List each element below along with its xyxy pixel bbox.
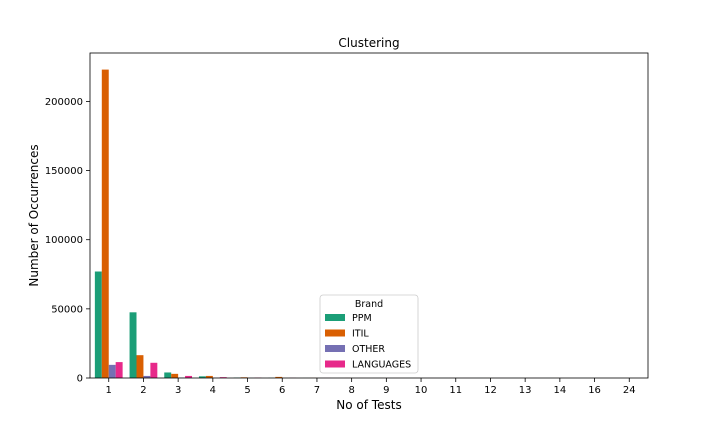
x-tick-label: 14 bbox=[553, 385, 566, 396]
legend-label-ppm: PPM bbox=[352, 313, 372, 324]
legend-label-other: OTHER bbox=[352, 344, 385, 355]
bar-languages-1 bbox=[116, 362, 123, 378]
bar-itil-3 bbox=[171, 374, 178, 378]
x-tick-label: 9 bbox=[383, 385, 389, 396]
x-tick-label: 11 bbox=[449, 385, 462, 396]
x-tick-label: 12 bbox=[484, 385, 497, 396]
x-axis-label: No of Tests bbox=[336, 398, 401, 412]
x-tick-label: 16 bbox=[588, 385, 601, 396]
bar-other-1 bbox=[109, 365, 116, 378]
x-tick-label: 1 bbox=[106, 385, 112, 396]
x-tick-label: 10 bbox=[415, 385, 428, 396]
x-tick-label: 2 bbox=[140, 385, 146, 396]
bar-itil-2 bbox=[137, 355, 144, 378]
y-tick-label: 200000 bbox=[45, 97, 83, 108]
bar-languages-2 bbox=[150, 363, 157, 378]
y-axis: 0 50000 100000 150000 200000 bbox=[45, 97, 90, 385]
legend-label-languages: LANGUAGES bbox=[352, 360, 411, 371]
legend-swatch-itil bbox=[325, 330, 345, 337]
x-tick-label: 5 bbox=[244, 385, 250, 396]
legend: Brand PPM ITIL OTHER LANGUAGES bbox=[320, 295, 418, 373]
bar-ppm-2 bbox=[130, 312, 137, 378]
legend-label-itil: ITIL bbox=[352, 329, 369, 340]
x-tick-label: 3 bbox=[175, 385, 181, 396]
x-tick-label: 6 bbox=[279, 385, 285, 396]
x-tick-label: 7 bbox=[314, 385, 320, 396]
y-tick-label: 50000 bbox=[51, 304, 83, 315]
y-tick-label: 0 bbox=[77, 374, 83, 385]
legend-swatch-other bbox=[325, 345, 345, 352]
legend-swatch-languages bbox=[325, 361, 345, 368]
bar-ppm-1 bbox=[95, 272, 102, 378]
legend-swatch-ppm bbox=[325, 314, 345, 321]
bar-itil-1 bbox=[102, 70, 109, 378]
x-tick-label: 4 bbox=[210, 385, 216, 396]
x-tick-label: 24 bbox=[623, 385, 636, 396]
y-tick-label: 150000 bbox=[45, 166, 83, 177]
y-axis-label: Number of Occurrences bbox=[27, 144, 41, 286]
y-tick-label: 100000 bbox=[45, 235, 83, 246]
chart-title: Clustering bbox=[338, 36, 399, 50]
legend-title: Brand bbox=[355, 299, 383, 310]
x-tick-label: 13 bbox=[519, 385, 532, 396]
bar-ppm-3 bbox=[164, 372, 171, 378]
x-tick-label: 8 bbox=[348, 385, 354, 396]
